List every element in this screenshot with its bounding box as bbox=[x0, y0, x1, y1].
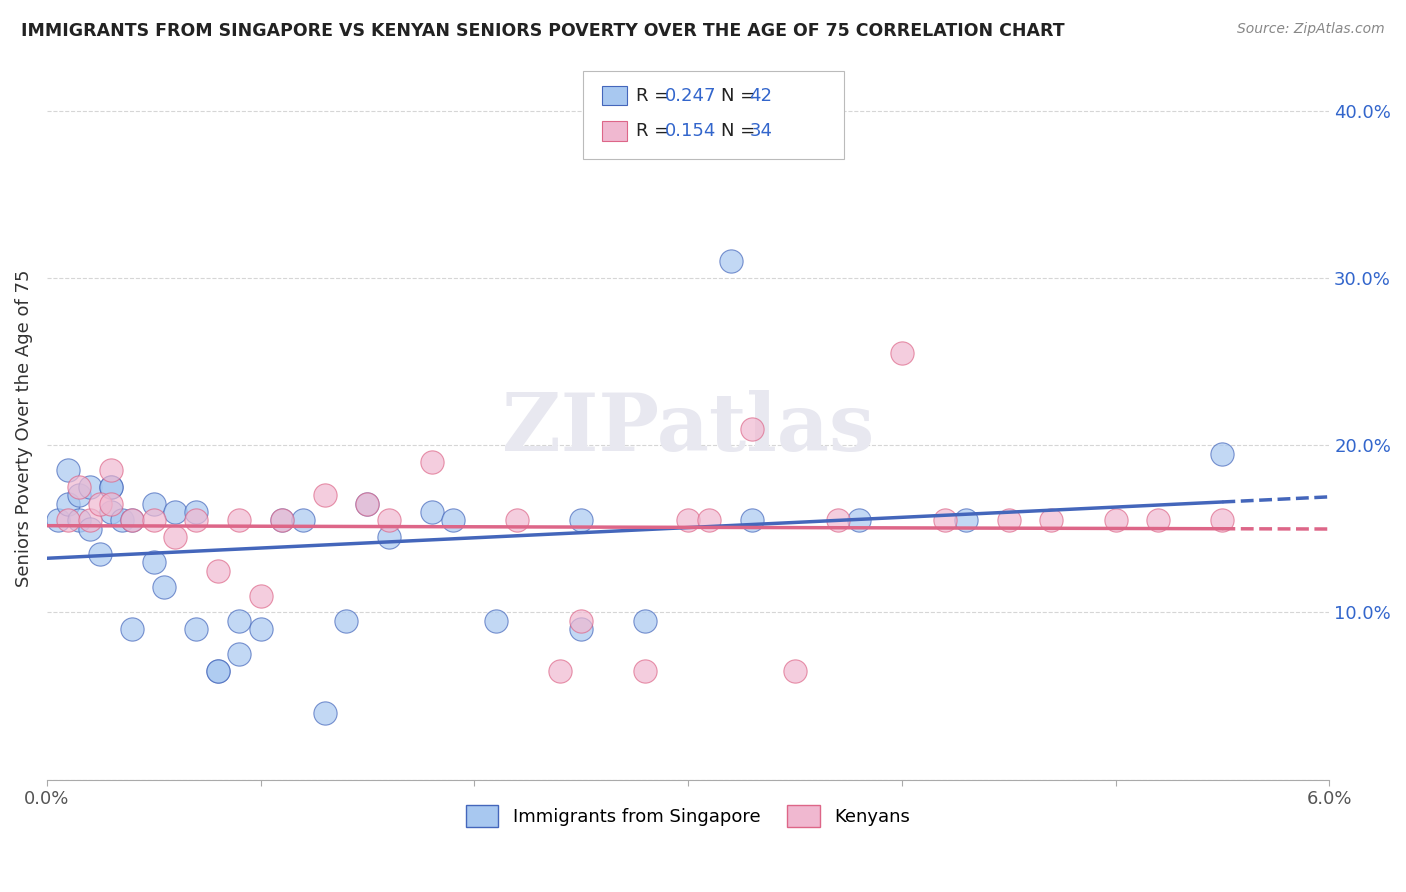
Text: N =: N = bbox=[721, 122, 761, 140]
Point bbox=[699, 513, 721, 527]
Point bbox=[292, 513, 315, 527]
Point bbox=[228, 647, 250, 661]
Y-axis label: Seniors Poverty Over the Age of 75: Seniors Poverty Over the Age of 75 bbox=[15, 269, 32, 587]
Legend: Immigrants from Singapore, Kenyans: Immigrants from Singapore, Kenyans bbox=[458, 797, 918, 834]
Point bbox=[356, 497, 378, 511]
Point bbox=[228, 614, 250, 628]
Point bbox=[58, 513, 80, 527]
Point bbox=[249, 622, 271, 636]
Point bbox=[142, 497, 165, 511]
Point bbox=[121, 513, 143, 527]
Point bbox=[335, 614, 357, 628]
Point bbox=[207, 664, 229, 678]
Point bbox=[186, 513, 208, 527]
Point bbox=[420, 455, 443, 469]
Point bbox=[314, 488, 336, 502]
Point bbox=[741, 513, 763, 527]
Text: 42: 42 bbox=[749, 87, 772, 104]
Text: R =: R = bbox=[636, 122, 675, 140]
Point bbox=[1211, 513, 1233, 527]
Point bbox=[548, 664, 571, 678]
Point bbox=[997, 513, 1019, 527]
Point bbox=[569, 513, 592, 527]
Point bbox=[1104, 513, 1126, 527]
Point bbox=[46, 513, 69, 527]
Point bbox=[121, 622, 143, 636]
Point bbox=[249, 589, 271, 603]
Point bbox=[100, 463, 122, 477]
Point bbox=[890, 346, 912, 360]
Point bbox=[271, 513, 294, 527]
Point bbox=[271, 513, 294, 527]
Point bbox=[485, 614, 508, 628]
Point bbox=[314, 706, 336, 720]
Point bbox=[634, 664, 657, 678]
Point bbox=[186, 622, 208, 636]
Point bbox=[165, 505, 187, 519]
Point bbox=[67, 513, 90, 527]
Point bbox=[142, 513, 165, 527]
Point bbox=[142, 555, 165, 569]
Point bbox=[100, 505, 122, 519]
Text: Source: ZipAtlas.com: Source: ZipAtlas.com bbox=[1237, 22, 1385, 37]
Point bbox=[955, 513, 977, 527]
Point bbox=[1040, 513, 1063, 527]
Point bbox=[111, 513, 134, 527]
Point bbox=[67, 488, 90, 502]
Point bbox=[741, 421, 763, 435]
Point bbox=[153, 580, 176, 594]
Point bbox=[676, 513, 699, 527]
Point bbox=[827, 513, 849, 527]
Point bbox=[1147, 513, 1170, 527]
Text: 0.154: 0.154 bbox=[665, 122, 717, 140]
Point bbox=[356, 497, 378, 511]
Point bbox=[569, 614, 592, 628]
Point bbox=[441, 513, 464, 527]
Point bbox=[79, 480, 101, 494]
Point bbox=[378, 530, 401, 544]
Point bbox=[89, 547, 111, 561]
Point bbox=[207, 564, 229, 578]
Point bbox=[1211, 447, 1233, 461]
Text: IMMIGRANTS FROM SINGAPORE VS KENYAN SENIORS POVERTY OVER THE AGE OF 75 CORRELATI: IMMIGRANTS FROM SINGAPORE VS KENYAN SENI… bbox=[21, 22, 1064, 40]
Point bbox=[634, 614, 657, 628]
Point bbox=[228, 513, 250, 527]
Point bbox=[720, 254, 742, 268]
Point bbox=[100, 497, 122, 511]
Point bbox=[207, 664, 229, 678]
Point bbox=[79, 513, 101, 527]
Point bbox=[420, 505, 443, 519]
Point bbox=[378, 513, 401, 527]
Point bbox=[121, 513, 143, 527]
Point bbox=[100, 480, 122, 494]
Point bbox=[100, 480, 122, 494]
Text: 34: 34 bbox=[749, 122, 772, 140]
Text: R =: R = bbox=[636, 87, 675, 104]
Point bbox=[79, 522, 101, 536]
Point bbox=[58, 497, 80, 511]
Point bbox=[186, 505, 208, 519]
Point bbox=[58, 463, 80, 477]
Text: ZIPatlas: ZIPatlas bbox=[502, 390, 875, 467]
Point bbox=[89, 497, 111, 511]
Point bbox=[165, 530, 187, 544]
Point bbox=[848, 513, 870, 527]
Point bbox=[67, 480, 90, 494]
Point bbox=[783, 664, 806, 678]
Text: 0.247: 0.247 bbox=[665, 87, 717, 104]
Text: N =: N = bbox=[721, 87, 761, 104]
Point bbox=[569, 622, 592, 636]
Point bbox=[506, 513, 529, 527]
Point bbox=[934, 513, 956, 527]
